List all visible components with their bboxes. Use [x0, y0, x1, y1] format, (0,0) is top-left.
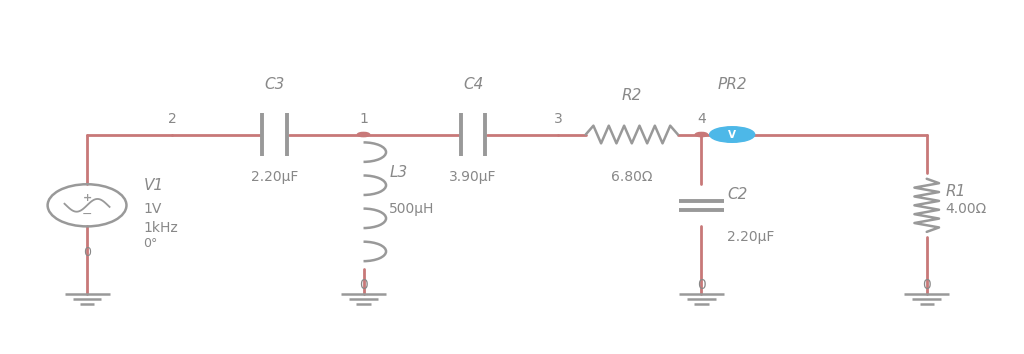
- Text: V: V: [728, 130, 736, 139]
- Circle shape: [710, 127, 755, 142]
- Text: 1kHz: 1kHz: [143, 221, 178, 235]
- Text: 1: 1: [359, 112, 368, 126]
- Text: +: +: [82, 193, 92, 203]
- Text: 0: 0: [697, 278, 706, 292]
- Text: 2.20μF: 2.20μF: [727, 230, 774, 244]
- Text: L3: L3: [389, 165, 408, 180]
- Text: 0: 0: [923, 278, 931, 292]
- Text: 0: 0: [83, 246, 91, 259]
- Text: PR2: PR2: [718, 77, 746, 92]
- Circle shape: [695, 132, 708, 137]
- Text: V1: V1: [143, 178, 164, 193]
- Text: 500μH: 500μH: [389, 201, 434, 216]
- Text: C4: C4: [463, 77, 483, 92]
- Text: 0°: 0°: [143, 237, 158, 250]
- Text: 2: 2: [168, 112, 176, 126]
- Text: 4.00Ω: 4.00Ω: [945, 202, 986, 216]
- Text: 1V: 1V: [143, 202, 162, 216]
- Text: 3: 3: [554, 112, 562, 126]
- Text: 6.80Ω: 6.80Ω: [611, 170, 652, 184]
- Text: C3: C3: [264, 77, 285, 92]
- Text: C2: C2: [727, 187, 748, 202]
- Text: −: −: [82, 208, 92, 221]
- Text: R1: R1: [945, 184, 966, 199]
- Circle shape: [357, 132, 370, 137]
- Text: 0: 0: [359, 278, 368, 292]
- Text: R2: R2: [622, 88, 642, 103]
- Text: 4: 4: [697, 112, 706, 126]
- Text: 2.20μF: 2.20μF: [251, 170, 298, 184]
- Text: 3.90μF: 3.90μF: [450, 170, 497, 184]
